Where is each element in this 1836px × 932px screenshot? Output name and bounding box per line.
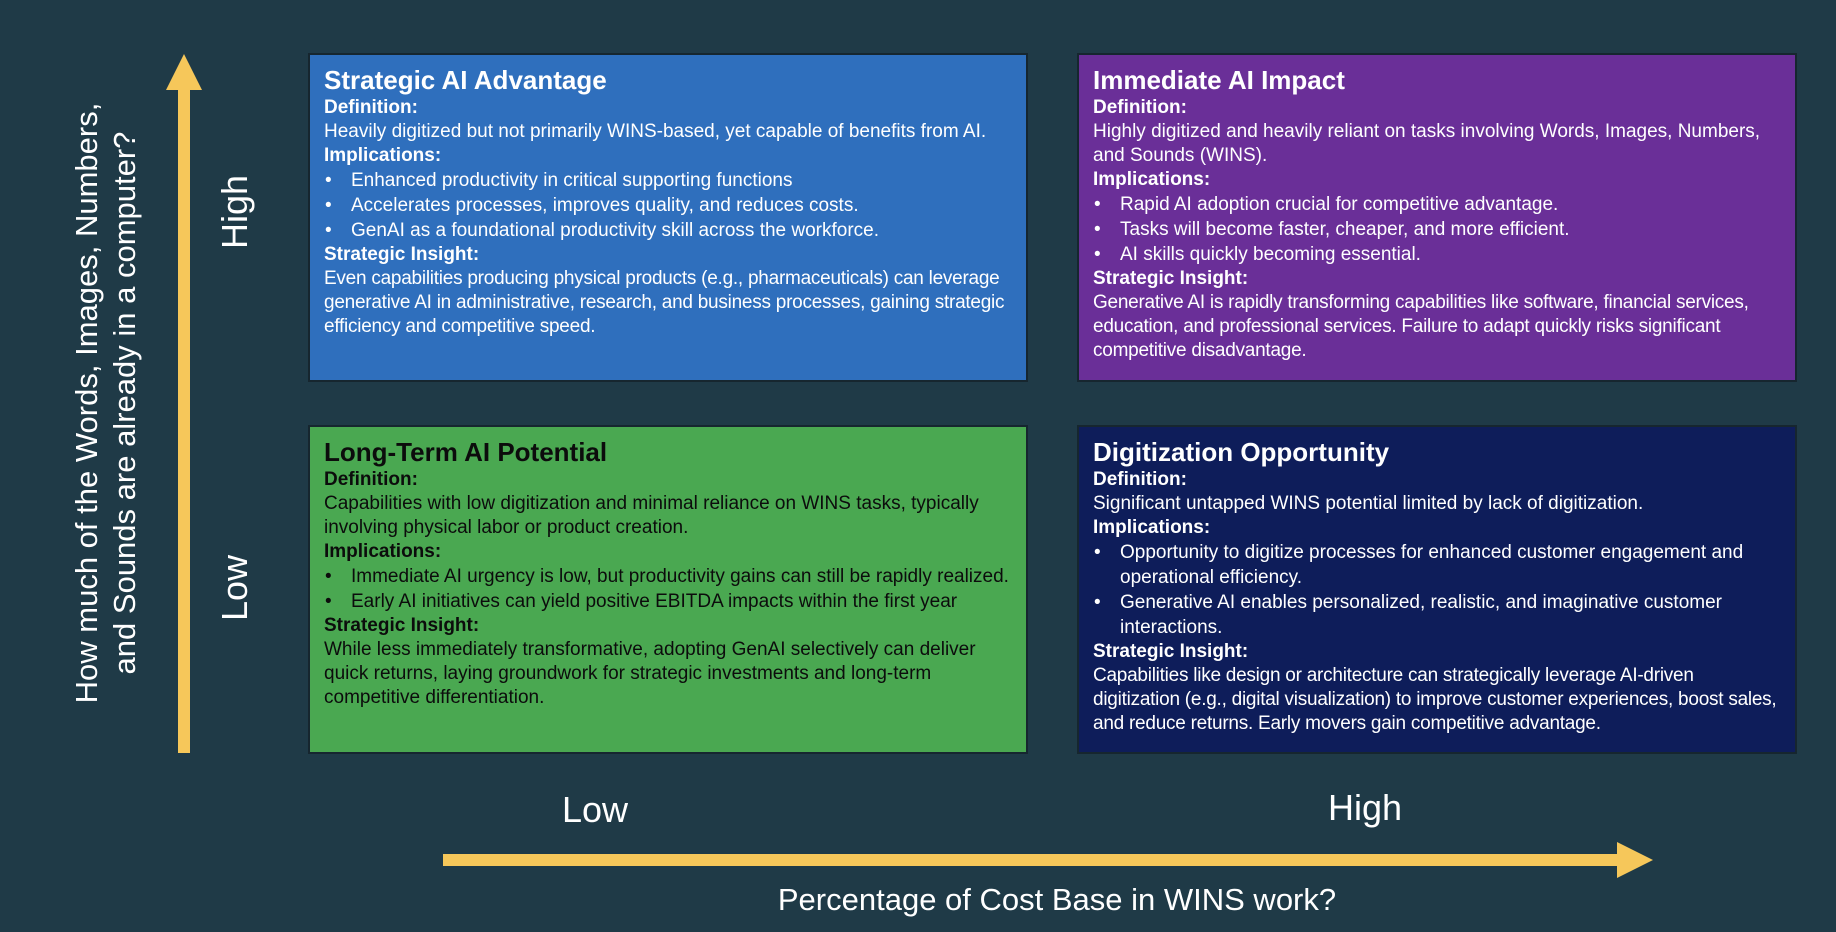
y-axis-high-label: High [214,174,255,250]
list-item: • AI skills quickly becoming essential. [1094,244,1421,265]
x-axis-high-label: High [1327,787,1403,828]
list-item: • Opportunity to digitize processes for e… [1094,542,1744,588]
list-item: • Enhanced productivity in critical suppo… [325,170,793,191]
quadrant-immediate-ai-impact: Immediate AI Impact Definition: Highly d… [1077,53,1797,382]
definition-text: Significant untapped WINS potential limi… [1093,493,1644,514]
insight-label: Strategic Insight: [1093,268,1249,289]
implication-text: GenAI as a foundational productivity ski… [351,220,880,241]
implication-text: Early AI initiatives can yield positive … [351,591,958,612]
list-item: • Generative AI enables personalized, rea… [1094,592,1722,638]
insight-text: Capabilities like design or architecture… [1093,665,1777,734]
x-axis-arrow-head [1617,842,1653,878]
quadrant-title: Digitization Opportunity [1093,437,1390,467]
x-axis-title: Percentage of Cost Base in WINS work? [777,882,1337,917]
quadrant-digitization-opportunity: Digitization Opportunity Definition: Sig… [1077,425,1797,754]
definition-label: Definition: [1093,97,1187,118]
implication-text: Immediate AI urgency is low, but product… [351,566,1009,587]
insight-text: Generative AI is rapidly transforming ca… [1093,292,1749,361]
list-item: • Rapid AI adoption crucial for competiti… [1094,194,1559,215]
implication-text: Tasks will become faster, cheaper, and m… [1120,219,1570,240]
quadrant-strategic-ai-advantage: Strategic AI Advantage Definition: Heavi… [308,53,1028,382]
insight-text: Even capabilities producing physical pro… [324,268,1005,337]
definition-label: Definition: [324,469,418,490]
implication-text: Rapid AI adoption crucial for competitiv… [1120,194,1559,215]
y-axis-arrow-head [166,54,202,90]
quadrant-long-term-ai-potential: Long-Term AI Potential Definition: Capab… [308,425,1028,754]
y-axis-title: How much of the Words, Images, Numbers, … [69,102,142,704]
x-axis-low-label: Low [561,789,629,830]
implication-text: Generative AI enables personalized, real… [1120,592,1722,638]
implication-text: Opportunity to digitize processes for en… [1120,542,1744,588]
definition-label: Definition: [1093,469,1187,490]
implication-text: AI skills quickly becoming essential. [1120,244,1421,265]
implications-list: • Enhanced productivity in critical suppo… [324,168,1012,243]
implications-label: Implications: [1093,169,1211,190]
insight-label: Strategic Insight: [1093,641,1249,662]
definition-text: Capabilities with low digitization and m… [324,493,979,538]
quadrant-title: Strategic AI Advantage [324,65,607,95]
definition-text: Heavily digitized but not primarily WINS… [324,121,987,142]
list-item: • Early AI initiatives can yield positive… [325,591,958,612]
implication-text: Accelerates processes, improves quality,… [351,195,859,216]
implications-label: Implications: [1093,517,1211,538]
definition-label: Definition: [324,97,418,118]
y-axis-arrow [178,88,190,753]
implications-label: Implications: [324,541,442,562]
list-item: • Immediate AI urgency is low, but produc… [325,566,1009,587]
implications-list: • Rapid AI adoption crucial for competiti… [1093,192,1781,267]
list-item: • GenAI as a foundational productivity sk… [325,220,880,241]
quadrant-title: Immediate AI Impact [1093,65,1345,95]
list-item: • Accelerates processes, improves quality… [325,195,859,216]
implication-text: Enhanced productivity in critical suppor… [351,170,793,191]
insight-label: Strategic Insight: [324,244,480,265]
x-axis-arrow [443,854,1621,866]
implications-label: Implications: [324,145,442,166]
implications-list: • Immediate AI urgency is low, but produc… [324,564,1012,614]
y-axis-low-label: Low [214,554,255,622]
definition-text: Highly digitized and heavily reliant on … [1093,121,1761,166]
quadrant-title: Long-Term AI Potential [324,437,608,467]
insight-text: While less immediately transformative, a… [324,639,976,708]
implications-list: • Opportunity to digitize processes for e… [1093,540,1781,640]
list-item: • Tasks will become faster, cheaper, and … [1094,219,1570,240]
insight-label: Strategic Insight: [324,615,480,636]
